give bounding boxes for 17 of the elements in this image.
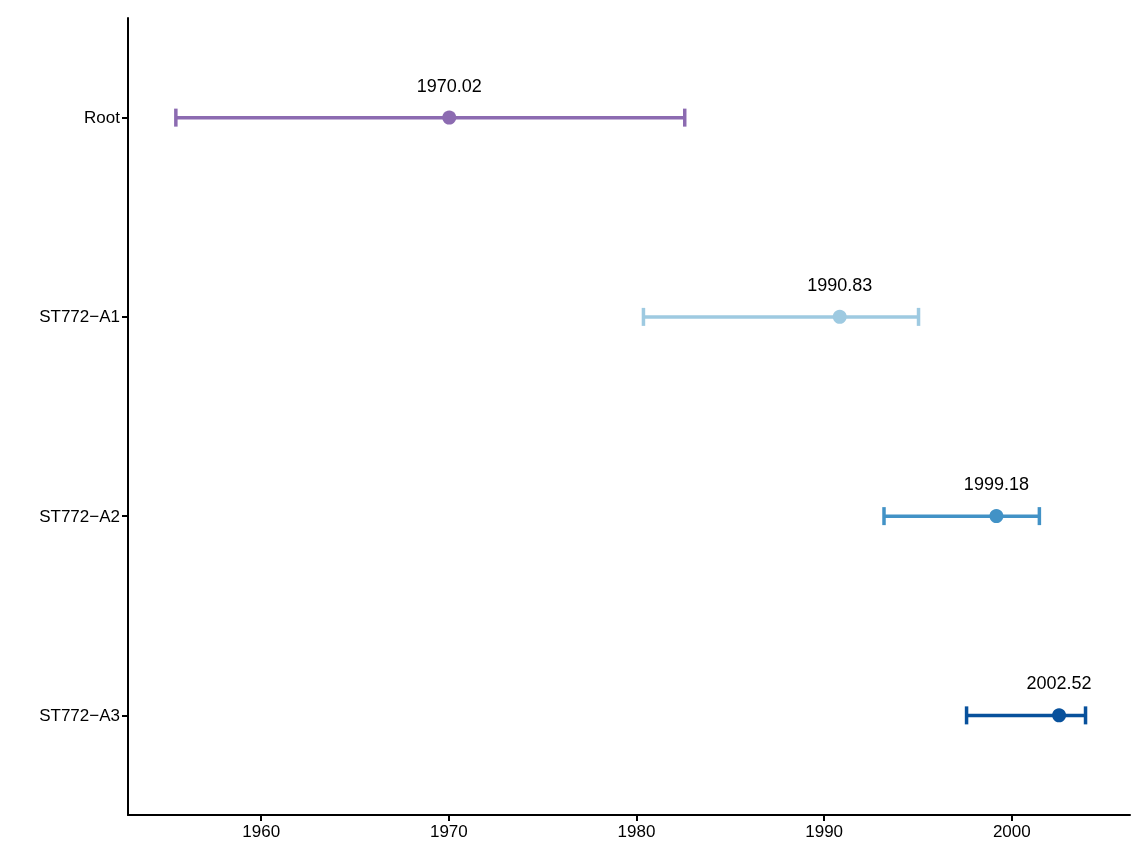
y-tick-label: ST772−A2 <box>39 506 120 526</box>
x-tick-label: 1980 <box>617 822 656 841</box>
point <box>989 509 1004 524</box>
y-tick-label: ST772−A1 <box>39 307 120 327</box>
data-label: 1999.18 <box>963 474 1029 495</box>
point <box>442 110 457 125</box>
x-tick-label: 2000 <box>992 822 1031 841</box>
data-label: 2002.52 <box>1026 673 1092 694</box>
x-tick-label: 1970 <box>429 822 468 841</box>
x-tick-label: 1990 <box>805 822 844 841</box>
y-tick-label: Root <box>84 108 121 128</box>
point <box>1052 708 1067 723</box>
x-tick-label: 1960 <box>242 822 281 841</box>
y-tick-label: ST772−A3 <box>39 705 120 725</box>
point <box>832 309 847 324</box>
data-label: 1990.83 <box>807 274 873 295</box>
data-label: 1970.02 <box>416 75 482 96</box>
